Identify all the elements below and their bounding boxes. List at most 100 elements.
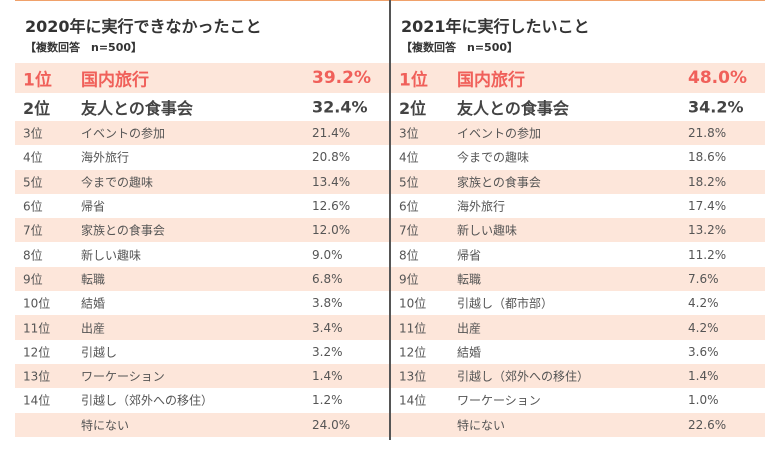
percentage-value: 1.0% xyxy=(688,393,719,408)
percentage-value: 21.4% xyxy=(312,126,351,141)
percentage-value: 3.2% xyxy=(312,344,343,359)
ranking-row: 12位 結婚 3.6% xyxy=(391,340,765,364)
item-label: 引越し（郊外への移住） xyxy=(81,393,214,408)
percentage-value: 39.2% xyxy=(312,68,371,88)
ranking-row: 3位 イベントの参加 21.8% xyxy=(391,121,765,146)
percentage-value: 1.4% xyxy=(312,369,343,384)
ranking-row: 14位 ワーケーション 1.0% xyxy=(391,388,765,412)
percentage-value: 34.2% xyxy=(688,97,744,117)
panel-2021-want-to-do: 2021年に実行したいこと 【複数回答 n=500】 1位 国内旅行 48.0% 2位… xyxy=(391,0,765,454)
rank-label: 12位 xyxy=(399,345,427,360)
item-label: 海外旅行 xyxy=(81,150,130,165)
item-label: イベントの参加 xyxy=(81,126,166,141)
percentage-value: 17.4% xyxy=(688,199,727,214)
percentage-value: 24.0% xyxy=(312,417,351,432)
percentage-value: 18.6% xyxy=(688,150,727,165)
panel-2020-not-done: 2020年に実行できなかったこと 【複数回答 n=500】 1位 国内旅行 39.2… xyxy=(15,0,389,454)
ranking-list: 1位 国内旅行 39.2% 2位 友人との食事会 32.4% 3位 イベントの参加 21.4% 4… xyxy=(15,63,389,437)
panel-subtitle: 【複数回答 n=500】 xyxy=(25,41,143,54)
panel-subtitle: 【複数回答 n=500】 xyxy=(401,41,519,54)
percentage-value: 4.2% xyxy=(688,296,719,311)
percentage-value: 12.6% xyxy=(312,199,351,214)
ranking-row: 1位 国内旅行 39.2% xyxy=(15,63,389,93)
rank-label: 12位 xyxy=(23,345,51,360)
percentage-value: 13.4% xyxy=(312,174,351,189)
ranking-row: 10位 結婚 3.8% xyxy=(15,291,389,315)
ranking-list: 1位 国内旅行 48.0% 2位 友人との食事会 34.2% 3位 イベントの参加 21.8% 4… xyxy=(391,63,765,437)
panel-title: 2020年に実行できなかったこと xyxy=(25,17,262,36)
rank-label: 3位 xyxy=(399,126,419,141)
percentage-value: 20.8% xyxy=(312,150,351,165)
ranking-row: 11位 出産 3.4% xyxy=(15,315,389,340)
percentage-value: 6.8% xyxy=(312,271,343,286)
percentage-value: 9.0% xyxy=(312,247,343,262)
rank-label: 7位 xyxy=(399,223,419,238)
rank-label: 11位 xyxy=(399,321,427,336)
percentage-value: 12.0% xyxy=(312,223,351,238)
ranking-row: 6位 帰省 12.6% xyxy=(15,194,389,218)
percentage-value: 4.2% xyxy=(688,320,719,335)
rank-label: 4位 xyxy=(399,150,419,165)
percentage-value: 1.4% xyxy=(688,369,719,384)
item-label: 新しい趣味 xyxy=(457,223,518,238)
rank-label: 14位 xyxy=(23,393,51,408)
item-label: 転職 xyxy=(81,272,106,287)
item-label: 友人との食事会 xyxy=(81,99,193,118)
item-label: 今までの趣味 xyxy=(81,175,154,190)
item-label: 引越し（郊外への移住） xyxy=(457,369,590,384)
item-label: 引越し（都市部） xyxy=(457,296,554,311)
percentage-value: 7.6% xyxy=(688,271,719,286)
rank-label: 14位 xyxy=(399,393,427,408)
item-label: 友人との食事会 xyxy=(457,99,569,118)
rank-label: 10位 xyxy=(23,296,51,311)
ranking-row: 4位 今までの趣味 18.6% xyxy=(391,145,765,169)
rank-label: 13位 xyxy=(399,369,427,384)
item-label: 特にない xyxy=(81,418,130,433)
item-label: 出産 xyxy=(457,321,482,336)
percentage-value: 3.4% xyxy=(312,320,343,335)
ranking-row: 特にない 22.6% xyxy=(391,412,765,437)
item-label: 帰省 xyxy=(457,248,482,263)
rank-label: 5位 xyxy=(399,175,419,190)
item-label: ワーケーション xyxy=(457,393,541,408)
item-label: 家族との食事会 xyxy=(81,223,165,238)
rank-label: 2位 xyxy=(399,99,427,118)
ranking-row: 9位 転職 7.6% xyxy=(391,266,765,292)
item-label: 帰省 xyxy=(81,199,106,214)
ranking-row: 7位 新しい趣味 13.2% xyxy=(391,218,765,243)
percentage-value: 22.6% xyxy=(688,417,727,432)
ranking-row: 3位 イベントの参加 21.4% xyxy=(15,121,389,146)
rank-label: 3位 xyxy=(23,126,43,141)
panel-header: 2021年に実行したいこと 【複数回答 n=500】 xyxy=(391,1,765,63)
rank-label: 4位 xyxy=(23,150,43,165)
percentage-value: 1.2% xyxy=(312,393,343,408)
rank-label: 6位 xyxy=(23,199,43,214)
rank-label: 9位 xyxy=(23,272,43,287)
rank-label: 11位 xyxy=(23,321,51,336)
rank-label: 9位 xyxy=(399,272,419,287)
percentage-value: 32.4% xyxy=(312,97,368,117)
percentage-value: 13.2% xyxy=(688,223,727,238)
item-label: イベントの参加 xyxy=(457,126,542,141)
item-label: 結婚 xyxy=(457,345,482,360)
percentage-value: 18.2% xyxy=(688,174,727,189)
ranking-row: 6位 海外旅行 17.4% xyxy=(391,194,765,218)
rank-label: 5位 xyxy=(23,175,43,190)
rank-label: 1位 xyxy=(399,70,428,91)
ranking-row: 4位 海外旅行 20.8% xyxy=(15,145,389,169)
ranking-row: 13位 引越し（郊外への移住） 1.4% xyxy=(391,363,765,389)
ranking-row: 11位 出産 4.2% xyxy=(391,315,765,340)
item-label: 結婚 xyxy=(81,296,106,311)
rank-label: 13位 xyxy=(23,369,51,384)
item-label: 海外旅行 xyxy=(457,199,506,214)
percentage-value: 11.2% xyxy=(688,247,727,262)
ranking-row: 1位 国内旅行 48.0% xyxy=(391,63,765,93)
percentage-value: 3.8% xyxy=(312,296,343,311)
ranking-row: 5位 家族との食事会 18.2% xyxy=(391,169,765,194)
item-label: 家族との食事会 xyxy=(457,175,541,190)
item-label: 引越し xyxy=(81,345,118,360)
percentage-value: 3.6% xyxy=(688,344,719,359)
item-label: 転職 xyxy=(457,272,482,287)
rank-label: 8位 xyxy=(23,248,43,263)
ranking-row: 2位 友人との食事会 34.2% xyxy=(391,93,765,121)
